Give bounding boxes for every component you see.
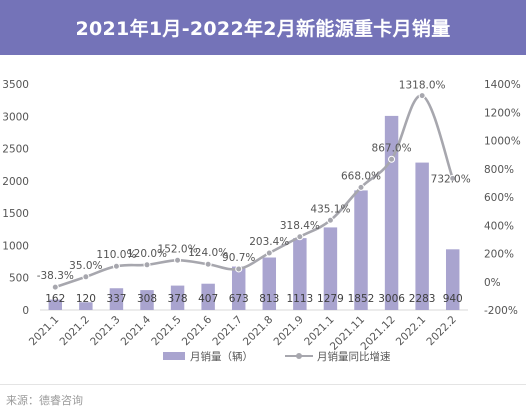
- bar: [170, 285, 185, 310]
- bar: [140, 290, 154, 310]
- legend-line-marker: [296, 353, 302, 359]
- title-bar: 2021年1月-2022年2月新能源重卡月销量: [0, 0, 526, 55]
- bar-value-label: 378: [168, 293, 188, 305]
- growth-value-label: 35.0%: [69, 260, 102, 272]
- growth-value-label: 867.0%: [372, 142, 412, 154]
- growth-value-label: 152.0%: [158, 243, 198, 255]
- y-right-tick-label: 1000%: [484, 136, 521, 148]
- bar-value-label: 3006: [378, 293, 405, 305]
- growth-point: [235, 265, 243, 273]
- y-right-tick-label: 400%: [484, 220, 514, 232]
- y-right-tick-label: 600%: [484, 192, 514, 204]
- growth-point: [51, 283, 59, 291]
- bar-value-label: 308: [137, 293, 157, 305]
- y-right-tick-label: 1400%: [484, 79, 521, 91]
- bar-value-label: 940: [443, 293, 463, 305]
- growth-point: [388, 155, 396, 163]
- x-tick-label: 2021.4: [119, 313, 154, 348]
- bar-value-label: 813: [259, 293, 279, 305]
- x-tick-label: 2021.6: [180, 313, 215, 348]
- growth-value-label: 1318.0%: [399, 80, 446, 92]
- growth-value-label: 668.0%: [341, 170, 381, 182]
- bar: [79, 302, 93, 310]
- growth-value-label: 435.1%: [310, 203, 350, 215]
- growth-point: [265, 249, 273, 257]
- y-left-tick-label: 0: [22, 305, 29, 317]
- bar: [262, 257, 277, 310]
- growth-point: [449, 174, 457, 182]
- source-divider: [0, 384, 526, 385]
- bar-value-label: 162: [45, 293, 65, 305]
- bar-value-label: 1113: [286, 293, 313, 305]
- growth-line: [54, 94, 454, 289]
- y-right-tick-label: 0%: [484, 277, 501, 289]
- growth-point: [204, 260, 212, 268]
- growth-point: [112, 262, 120, 270]
- growth-value-label: 90.7%: [222, 252, 255, 264]
- bar: [231, 266, 246, 310]
- bar-value-label: 1852: [348, 293, 375, 305]
- bar: [445, 249, 460, 310]
- growth-value-label: 318.4%: [280, 220, 320, 232]
- bar-value-label: 673: [229, 293, 249, 305]
- y-right-tick-label: 800%: [484, 164, 514, 176]
- y-left-tick-label: 2000: [2, 176, 29, 188]
- chart-title: 2021年1月-2022年2月新能源重卡月销量: [75, 18, 451, 40]
- y-left-tick-label: 500: [9, 273, 29, 285]
- y-left-tick-label: 3500: [2, 79, 29, 91]
- bar: [201, 283, 215, 310]
- bar: [354, 190, 368, 310]
- growth-point: [82, 273, 90, 281]
- x-tick-label: 2021.9: [272, 314, 306, 348]
- bar-value-label: 407: [198, 293, 218, 305]
- x-tick-label: 2021.7: [210, 314, 244, 348]
- growth-point: [143, 261, 151, 269]
- growth-value-label: 120.0%: [127, 248, 167, 260]
- growth-point: [418, 92, 426, 100]
- bar-value-label: 2283: [409, 293, 436, 305]
- combo-chart: 0 500 1000 1500 2000 2500 3000 3500 -200% 0% 200% 4…: [2, 79, 521, 363]
- bar: [48, 299, 63, 310]
- legend-bar-label: 月销量（辆）: [190, 350, 253, 363]
- y-left-tick-label: 1500: [2, 208, 29, 220]
- growth-point: [296, 233, 304, 241]
- growth-point: [174, 256, 182, 264]
- x-tick-label: 2021.1: [27, 314, 61, 348]
- y-right-tick-label: 200%: [484, 249, 514, 261]
- bar: [415, 162, 429, 310]
- bar-value-label: 1279: [317, 293, 344, 305]
- x-tick-label: 2022.2: [424, 314, 458, 348]
- y-left-tick-label: 1000: [2, 240, 29, 252]
- x-tick-label: 2022.1: [394, 314, 428, 348]
- legend-bar-swatch: [163, 352, 185, 360]
- bar-value-label: 120: [76, 293, 96, 305]
- x-tick-label: 2021.2: [58, 314, 92, 348]
- x-tick-label: 2021.3: [88, 314, 122, 348]
- y-right-tick-label: -200%: [484, 305, 518, 317]
- source-note: 来源：德睿咨询: [6, 394, 83, 407]
- y-left-tick-label: 3000: [2, 111, 29, 123]
- x-tick-label: 2021.8: [241, 314, 275, 348]
- y-right-tick-label: 1200%: [484, 107, 521, 119]
- growth-value-label: -38.3%: [37, 270, 74, 282]
- growth-point: [326, 216, 334, 224]
- growth-point: [357, 183, 365, 191]
- bar-value-label: 337: [106, 293, 126, 305]
- growth-value-label: 203.4%: [249, 236, 289, 248]
- y-left-tick-label: 2500: [2, 144, 29, 156]
- bar: [293, 238, 307, 310]
- growth-value-label: 110.0%: [96, 249, 136, 261]
- x-tick-label: 2021.5: [149, 314, 183, 348]
- growth-value-label: 124.0%: [188, 247, 228, 259]
- legend-line-label: 月销量同比增速: [317, 350, 391, 363]
- growth-value-label: 732.0%: [431, 173, 471, 185]
- bar: [109, 288, 124, 310]
- bar: [323, 227, 338, 310]
